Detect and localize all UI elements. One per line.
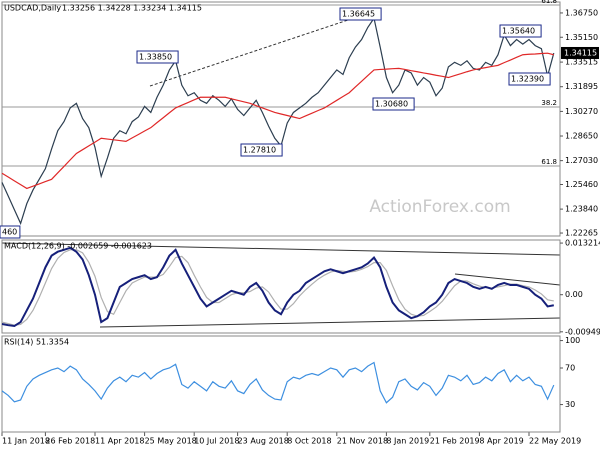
annotation-label: 1.32390 xyxy=(511,75,544,84)
level-label: 61.8 xyxy=(541,158,557,166)
x-tick-label: 23 Aug 2018 xyxy=(238,437,289,446)
x-tick-label: 11 Apr 2018 xyxy=(95,437,144,446)
trend-line xyxy=(149,11,373,87)
annotation-box xyxy=(508,72,551,86)
series-line xyxy=(1,16,555,226)
x-tick-label: 11 Jan 2018 xyxy=(2,437,50,446)
y-tick-label: 1.35150 xyxy=(565,33,598,42)
x-tick-label: 22 May 2019 xyxy=(529,437,581,446)
annotation-box xyxy=(136,50,179,64)
y-tick-label: 1.28650 xyxy=(565,132,598,141)
chart-subtitle: 1.33256 1.34228 1.33234 1.34115 xyxy=(62,4,202,13)
panel-frame xyxy=(1,1,561,237)
y-tick-label: 1.27030 xyxy=(565,156,598,165)
annotation-label: 1.36645 xyxy=(342,10,375,19)
y-tick-label: 0.00 xyxy=(565,290,583,299)
annotation-label: 460 xyxy=(2,228,17,237)
level-label: 38.2 xyxy=(541,99,557,107)
panel-title: MACD(12,26,9) -0.002659 -0.001623 xyxy=(4,242,152,251)
annotation-box xyxy=(499,24,542,38)
annotation-box xyxy=(0,225,21,239)
annotation-box xyxy=(339,7,382,21)
y-tick-label: 70 xyxy=(565,364,575,373)
y-tick-label: 1.23840 xyxy=(565,205,598,214)
level-label: 61.8 xyxy=(541,0,557,5)
x-tick-label: 21 Nov 2018 xyxy=(337,437,388,446)
last-price-box xyxy=(561,46,599,59)
x-tick-label: 25 May 2018 xyxy=(145,437,197,446)
annotation-label: 1.35640 xyxy=(502,27,535,36)
y-tick-label: 30 xyxy=(565,400,575,409)
y-tick-label: 1.33515 xyxy=(565,58,598,67)
annotation-label: 1.30680 xyxy=(375,100,408,109)
panel-frame xyxy=(1,335,561,433)
chart-title: USDCAD,Daily xyxy=(4,4,61,13)
y-tick-label: 100 xyxy=(565,336,580,345)
series-line xyxy=(1,361,555,404)
y-tick-label: -0.009496 xyxy=(565,327,600,336)
x-tick-label: 8 Oct 2018 xyxy=(287,437,331,446)
last-price-label: 1.34115 xyxy=(564,48,597,57)
channel-line xyxy=(454,273,561,286)
annotation-label: 1.33850 xyxy=(139,53,172,62)
channel-line xyxy=(99,317,561,328)
watermark: ActionForex.com xyxy=(369,197,510,217)
annotation-label: 1.27810 xyxy=(243,146,276,155)
y-tick-label: 1.31895 xyxy=(565,82,598,91)
y-tick-label: 1.25460 xyxy=(565,180,598,189)
series-line xyxy=(1,246,554,328)
panel-frame xyxy=(1,239,561,334)
x-tick-label: 8 Jan 2019 xyxy=(386,437,429,446)
series-line xyxy=(1,52,554,190)
y-tick-label: 1.36750 xyxy=(565,8,598,17)
panel-title: RSI(14) 51.3354 xyxy=(4,338,69,347)
y-tick-label: 1.22265 xyxy=(565,229,598,238)
annotation-box xyxy=(240,143,283,157)
x-tick-label: 10 Jul 2018 xyxy=(194,437,239,446)
x-tick-label: 26 Feb 2018 xyxy=(45,437,95,446)
x-tick-label: 8 Apr 2019 xyxy=(479,437,523,446)
y-tick-label: 0.013214 xyxy=(565,239,600,248)
y-tick-label: 1.30270 xyxy=(565,107,598,116)
annotation-box xyxy=(372,97,415,111)
x-tick-label: 21 Feb 2019 xyxy=(430,437,480,446)
channel-line xyxy=(1,242,561,256)
